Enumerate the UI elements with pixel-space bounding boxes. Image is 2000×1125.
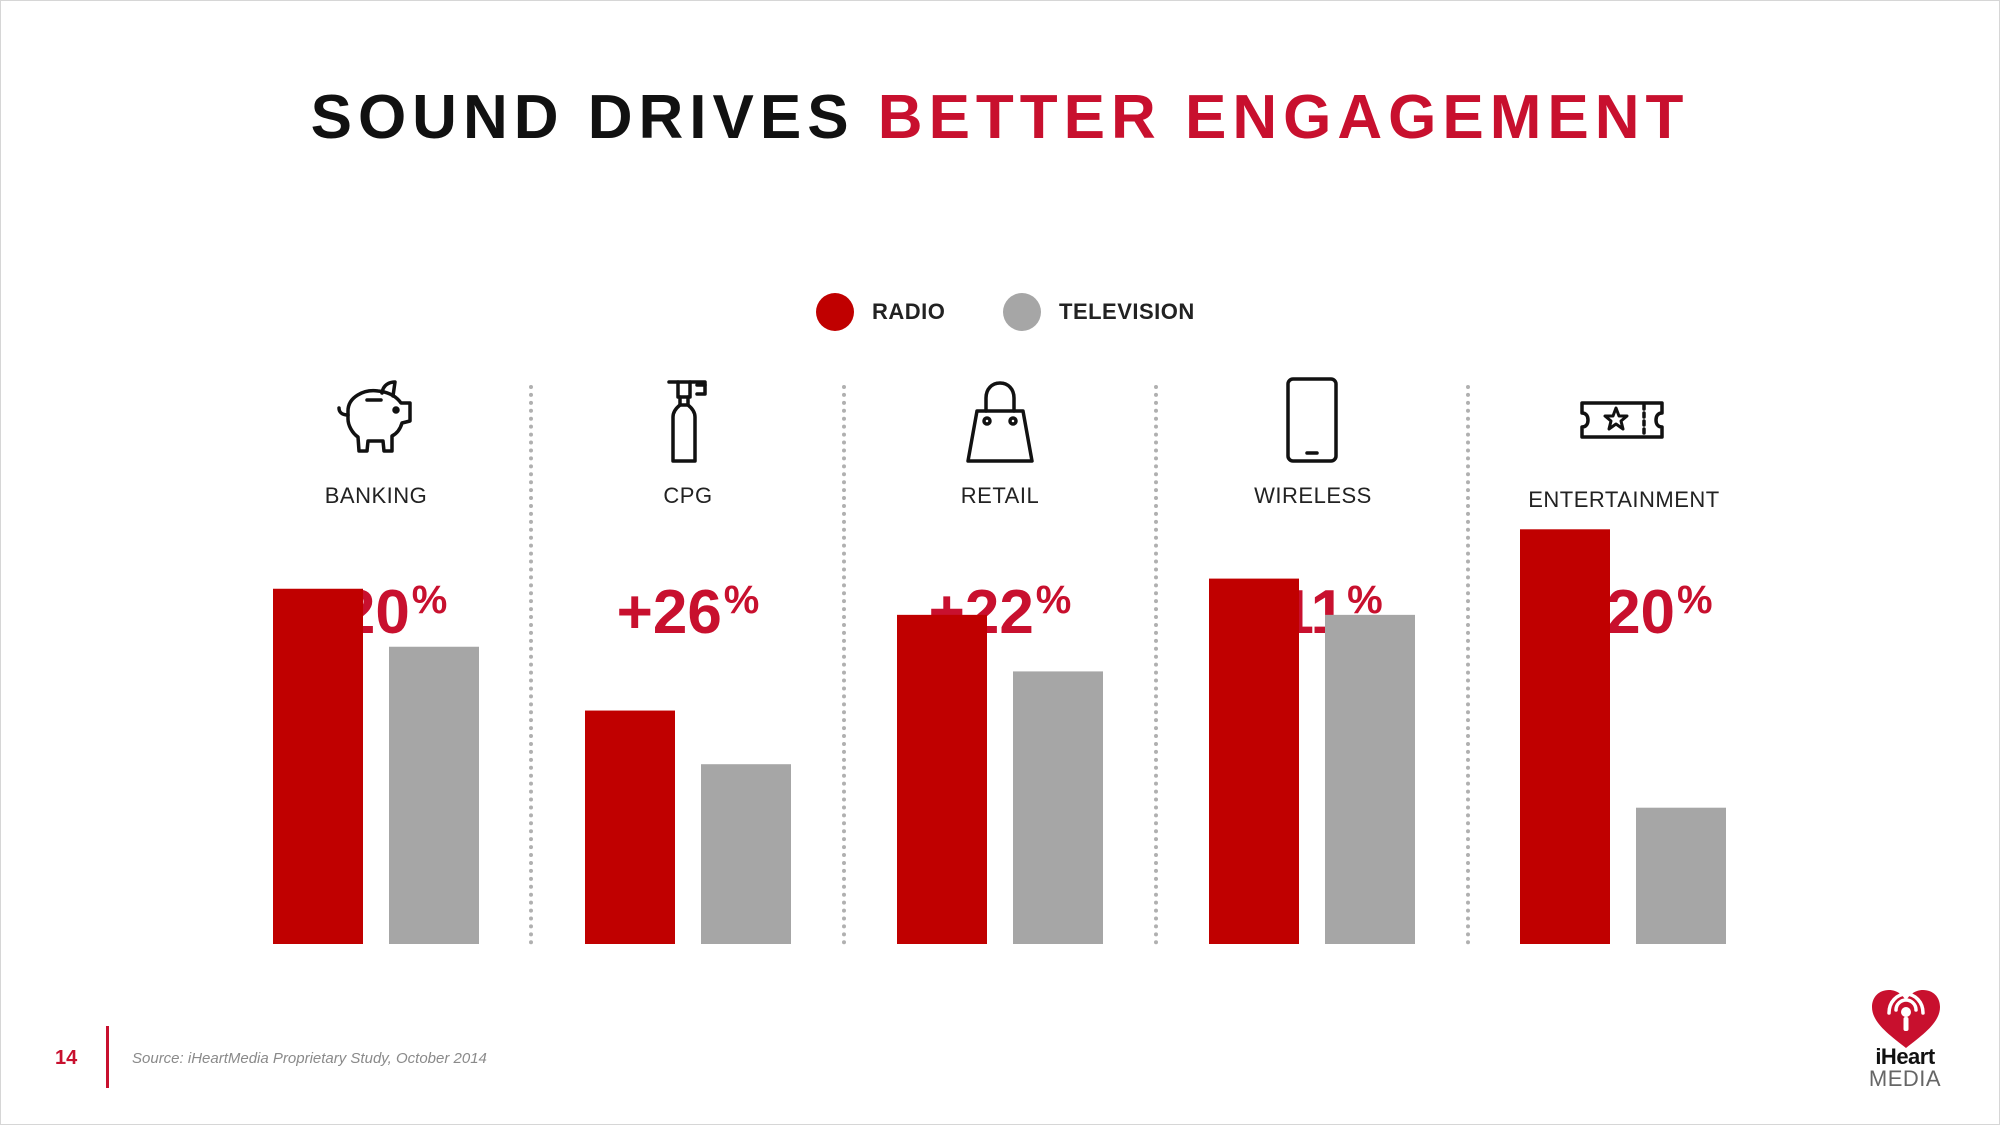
bar-television-retail xyxy=(1013,671,1103,944)
title-part-black: SOUND DRIVES xyxy=(310,83,855,152)
legend-label-television: TELEVISION xyxy=(1059,299,1195,324)
lift-value: +26 xyxy=(616,578,722,647)
category-label-banking: BANKING xyxy=(324,483,428,508)
bar-radio-cpg xyxy=(585,710,675,944)
spray-bottle-icon xyxy=(643,375,733,465)
lift-percent-sign: % xyxy=(1035,578,1072,622)
bar-radio-retail xyxy=(897,614,987,944)
column-divider xyxy=(529,385,533,945)
column-divider xyxy=(1466,385,1470,945)
lift-percent-sign: % xyxy=(1677,578,1713,622)
piggy-bank-icon xyxy=(330,375,420,465)
lift-label-wireless: +11% xyxy=(1163,560,1463,653)
lift-value: +22 xyxy=(928,578,1034,647)
category-label-entertainment: ENTERTAINMENT xyxy=(1528,487,1720,512)
category-label-wireless: WIRELESS xyxy=(1254,483,1372,508)
footer-divider xyxy=(106,1026,109,1088)
lift-value: +11 xyxy=(1243,578,1346,647)
lift-label-retail: +22% xyxy=(850,560,1150,653)
lift-percent-sign: % xyxy=(411,578,448,622)
legend-item-radio: RADIO xyxy=(816,292,945,332)
page-number: 14 xyxy=(55,1047,78,1069)
shopping-bag-icon xyxy=(955,375,1045,465)
lift-percent-sign: % xyxy=(1347,578,1383,622)
legend-label-radio: RADIO xyxy=(872,299,946,324)
bar-television-wireless xyxy=(1325,614,1415,944)
column-divider xyxy=(842,385,846,945)
bar-television-cpg xyxy=(701,764,791,944)
title-part-red: BETTER ENGAGEMENT xyxy=(877,83,1690,152)
smartphone-icon xyxy=(1267,375,1357,465)
page-title: SOUND DRIVES BETTER ENGAGEMENT xyxy=(0,80,2000,156)
lift-label-banking: +20% xyxy=(226,560,526,653)
legend-item-television: TELEVISION xyxy=(1003,292,1195,332)
bar-television-banking xyxy=(389,646,479,944)
lift-percent-sign: % xyxy=(723,578,760,622)
column-divider xyxy=(1154,385,1158,945)
legend-swatch-television xyxy=(1003,293,1041,331)
category-label-cpg: CPG xyxy=(663,483,713,508)
lift-value: +220 xyxy=(1535,578,1676,647)
logo-text-media: MEDIA xyxy=(1868,1066,1942,1091)
category-label-retail: RETAIL xyxy=(960,483,1040,508)
bar-television-entertainment xyxy=(1636,807,1726,944)
iheartmedia-logo: iHeart MEDIA xyxy=(1860,988,1950,1091)
lift-value: +20 xyxy=(304,578,410,647)
source-note: Source: iHeartMedia Proprietary Study, O… xyxy=(132,1050,487,1067)
lift-label-entertainment: +220% xyxy=(1474,560,1774,653)
legend-swatch-radio xyxy=(816,293,854,331)
heart-logo-icon xyxy=(1872,990,1940,1048)
lift-label-cpg: +26% xyxy=(538,560,838,653)
logo-text-iheart: iHeart xyxy=(1875,1044,1935,1069)
ticket-icon xyxy=(1577,375,1667,465)
